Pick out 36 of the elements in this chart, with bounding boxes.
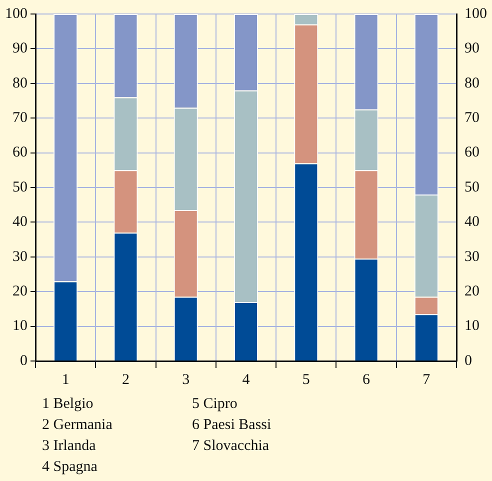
text: 7 Slovacchia	[192, 438, 270, 456]
text: 2 Germania	[42, 417, 114, 435]
y2-tick-label: 100	[464, 6, 487, 22]
y-tick-label: 10	[12, 318, 28, 334]
x-tick-label: 1	[62, 372, 70, 388]
y-tick-label: 40	[12, 214, 28, 230]
y2-tick-label: 0	[464, 352, 472, 369]
y2-tick-label: 60	[464, 144, 480, 161]
y2-tick-label: 50	[464, 179, 480, 196]
text: 1 Belgio	[42, 396, 94, 414]
y-tick-label: 100	[5, 6, 28, 22]
y2-tick-label: 30	[464, 248, 480, 265]
text: 5 Cipro	[192, 396, 238, 414]
y-tick-label: 60	[12, 144, 28, 161]
y-tick-label: 80	[12, 75, 28, 92]
y-tick-label: 90	[12, 40, 28, 57]
y2-tick-label: 20	[464, 284, 480, 300]
y2-tick-label: 80	[464, 75, 480, 92]
y2-tick-label: 70	[464, 110, 480, 126]
x-tick-label: 5	[302, 372, 310, 388]
y-tick-label: 0	[20, 352, 28, 369]
x-tick-label: 4	[242, 372, 250, 388]
text: 3 Irlanda	[42, 438, 97, 456]
x-tick-label: 6	[362, 372, 371, 388]
y-tick-label: 70	[12, 110, 28, 126]
y2-tick-label: 10	[464, 318, 480, 334]
x-tick-label: 3	[182, 372, 190, 388]
y2-tick-label: 90	[464, 40, 480, 57]
y-tick-label: 30	[12, 248, 28, 265]
y-tick-label: 20	[12, 284, 28, 300]
y2-tick-label: 40	[464, 214, 480, 230]
text: 4 Spagna	[42, 459, 98, 477]
x-tick-label: 2	[122, 372, 130, 388]
text: 6 Paesi Bassi	[192, 417, 272, 435]
x-tick-label: 7	[422, 372, 431, 388]
y-tick-label: 50	[12, 179, 28, 196]
